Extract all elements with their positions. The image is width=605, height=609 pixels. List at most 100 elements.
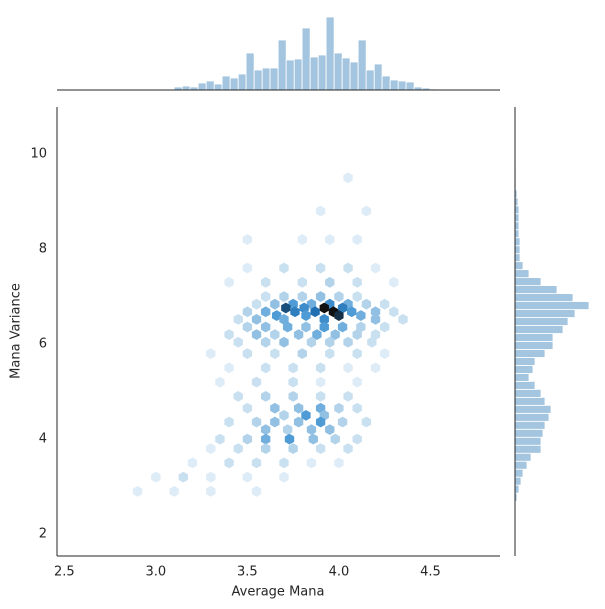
hex-cell	[281, 302, 291, 314]
hex-cell	[306, 336, 317, 348]
hex-cell	[306, 424, 317, 436]
hex-cell	[288, 443, 298, 455]
hex-cell	[288, 362, 298, 374]
hex-cell	[330, 329, 340, 340]
y-hist-bar	[514, 436, 542, 446]
hex-cell	[315, 416, 326, 428]
hex-cell	[306, 457, 317, 469]
x-hist-bar	[317, 54, 327, 91]
hex-cell	[293, 402, 304, 414]
hex-cell	[319, 321, 329, 333]
y-hist-bar	[514, 237, 521, 247]
hex-cell	[293, 416, 304, 428]
x-hist-bar	[181, 85, 191, 91]
hex-cell	[343, 390, 353, 402]
y-hist-bar	[514, 428, 544, 438]
x-hist-bar	[381, 75, 391, 91]
hex-cell	[251, 376, 262, 388]
y-hist-bar	[514, 468, 524, 478]
hex-cell	[370, 362, 381, 374]
y-tick-label: 10	[30, 147, 47, 162]
hex-cell	[242, 433, 253, 445]
y-hist-bar	[514, 420, 546, 430]
x-hist-bar	[205, 80, 215, 91]
hex-cell	[279, 457, 289, 469]
y-hist-bar	[514, 333, 554, 342]
x-hist-bar	[197, 82, 207, 91]
hex-cell	[270, 348, 280, 359]
hex-cell	[343, 336, 353, 348]
hex-cell	[282, 424, 293, 436]
hex-cell	[261, 390, 271, 402]
hex-cell	[224, 416, 234, 428]
hex-cell	[290, 306, 300, 318]
x-axis-label: Average Mana	[232, 585, 325, 600]
y-hist-bar	[514, 460, 528, 470]
y-tick-label: 6	[39, 337, 47, 352]
hex-cell	[242, 234, 253, 245]
hex-cell	[325, 276, 335, 288]
hex-cell	[301, 409, 311, 421]
y-hist-bar	[514, 373, 530, 382]
hex-cell	[361, 205, 372, 217]
hex-cell	[370, 313, 381, 325]
x-tick-label: 4.5	[420, 565, 441, 580]
hex-cell	[233, 390, 243, 402]
hex-cell	[251, 298, 262, 310]
hex-cell	[279, 409, 289, 421]
x-hist-bar	[269, 67, 279, 91]
hex-cell	[297, 276, 307, 288]
y-hist-bar	[514, 277, 542, 287]
hex-cell	[261, 306, 271, 318]
hex-cell	[224, 329, 234, 340]
hex-cell	[356, 310, 366, 321]
hex-cell	[380, 321, 390, 333]
hex-cell	[312, 329, 322, 340]
hex-cell	[151, 471, 161, 483]
hex-cell	[242, 306, 253, 318]
hex-cell	[370, 262, 381, 274]
hex-cell	[206, 471, 216, 483]
hex-cell	[206, 348, 216, 359]
hex-cell	[271, 310, 282, 321]
y-hist-bar	[514, 285, 558, 294]
x-hist-bar	[253, 69, 263, 91]
y-hist-bar	[514, 396, 546, 406]
y-hist-bar	[514, 245, 521, 255]
hex-cell	[251, 485, 262, 497]
hex-cell	[270, 416, 280, 428]
x-hist-bar	[373, 63, 383, 91]
x-hist-bar	[333, 52, 343, 91]
hex-cell	[242, 471, 253, 483]
hex-cell	[325, 336, 335, 348]
hex-cell	[242, 348, 253, 359]
hex-cell	[301, 310, 311, 321]
hex-cell	[347, 306, 357, 318]
hex-cell	[233, 336, 243, 348]
x-hist-bar	[349, 61, 359, 91]
x-hist-bar	[237, 73, 247, 91]
hex-cell	[301, 321, 311, 333]
hex-cell	[352, 234, 362, 245]
hex-cell	[352, 376, 362, 388]
y-hist-bar	[514, 293, 574, 302]
y-hist-bar	[514, 484, 520, 494]
hex-cell	[279, 313, 289, 325]
hex-cell	[352, 402, 362, 414]
x-hist-bar	[309, 56, 319, 91]
y-hist-bar	[514, 341, 554, 350]
x-hist-bar	[389, 79, 399, 91]
hex-cell	[242, 402, 253, 414]
x-hist-bar	[397, 80, 407, 91]
hex-cell	[337, 302, 348, 314]
y-hist-bar	[514, 317, 569, 326]
x-hist-bar	[261, 67, 271, 91]
y-hist-bar	[514, 269, 530, 279]
y-tick-label: 2	[39, 527, 47, 542]
hex-cell	[261, 336, 271, 348]
hex-cell	[389, 306, 399, 318]
hex-cell	[284, 433, 295, 445]
hex-cell	[334, 291, 344, 302]
hex-cell	[242, 321, 253, 333]
